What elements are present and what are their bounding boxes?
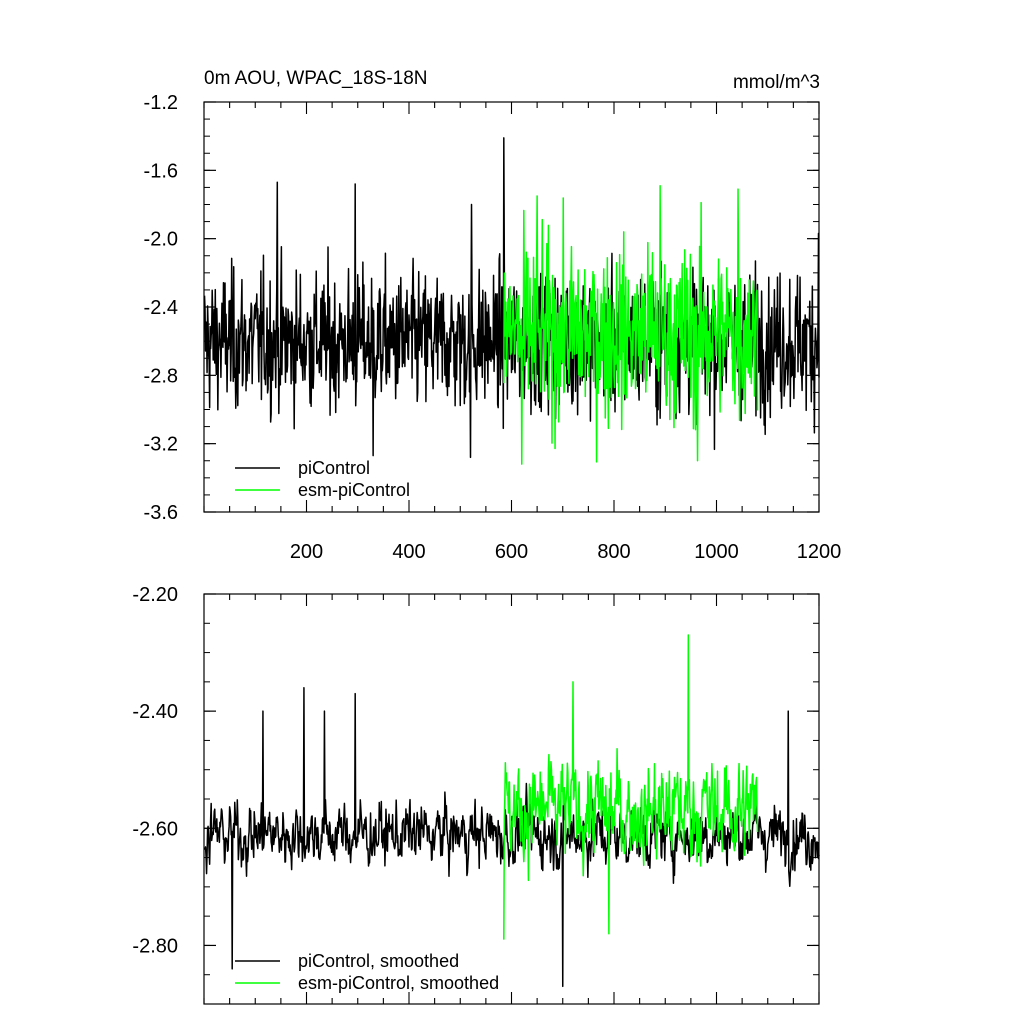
y-tick-label: -3.6 — [144, 502, 178, 524]
y-tick-label: -2.80 — [132, 935, 178, 957]
y-tick-label: -2.0 — [144, 229, 178, 251]
legend-label-picontrol: piControl — [298, 458, 370, 478]
y-tick-label: -1.2 — [144, 92, 178, 114]
x-tick-label: 200 — [290, 541, 323, 563]
bottom-panel-frame — [203, 593, 820, 1005]
legend-label-picontrol-smoothed: piControl, smoothed — [298, 951, 459, 971]
y-tick-label: -1.6 — [144, 160, 178, 182]
top-panel-axes: -1.2 -1.6 -2.0 -2.4 -2.8 -3.2 -3.6 200 400 600 800… — [144, 92, 842, 563]
y-tick-label: -2.20 — [132, 584, 178, 606]
x-tick-label: 800 — [597, 541, 630, 563]
x-tick-label: 1200 — [797, 541, 842, 563]
series-line-esm-picontrol — [503, 184, 759, 465]
y-tick-label: -2.40 — [132, 701, 178, 723]
legend-label-esm-picontrol-smoothed: esm-piControl, smoothed — [298, 973, 499, 993]
bottom-panel-legend: piControl, smoothed esm-piControl, smoot… — [235, 951, 499, 993]
top-panel-frame — [203, 101, 820, 513]
top-panel: 0m AOU, WPAC_18S-18N mmol/m^3 -1.2 -1.6 -2… — [144, 68, 842, 563]
series-line-esm-picontrol-smoothed — [503, 634, 759, 940]
bottom-panel-axes: -2.20 -2.40 -2.60 -2.80 — [132, 584, 820, 1005]
x-tick-label: 600 — [495, 541, 528, 563]
y-tick-label: -2.4 — [144, 297, 178, 319]
y-tick-label: -3.2 — [144, 434, 178, 456]
bottom-panel: -2.20 -2.40 -2.60 -2.80 piControl, smoothed… — [132, 584, 820, 1005]
top-panel-title: 0m AOU, WPAC_18S-18N — [204, 68, 428, 89]
bottom-panel-lines — [204, 634, 820, 988]
x-tick-label: 400 — [392, 541, 425, 563]
y-tick-label: -2.8 — [144, 365, 178, 387]
y-tick-label: -2.60 — [132, 818, 178, 840]
top-panel-legend: piControl esm-piControl — [235, 458, 410, 500]
legend-label-esm-picontrol: esm-piControl — [298, 480, 410, 500]
x-tick-label: 1000 — [694, 541, 739, 563]
top-panel-lines — [203, 137, 820, 465]
top-panel-units: mmol/m^3 — [733, 72, 820, 93]
